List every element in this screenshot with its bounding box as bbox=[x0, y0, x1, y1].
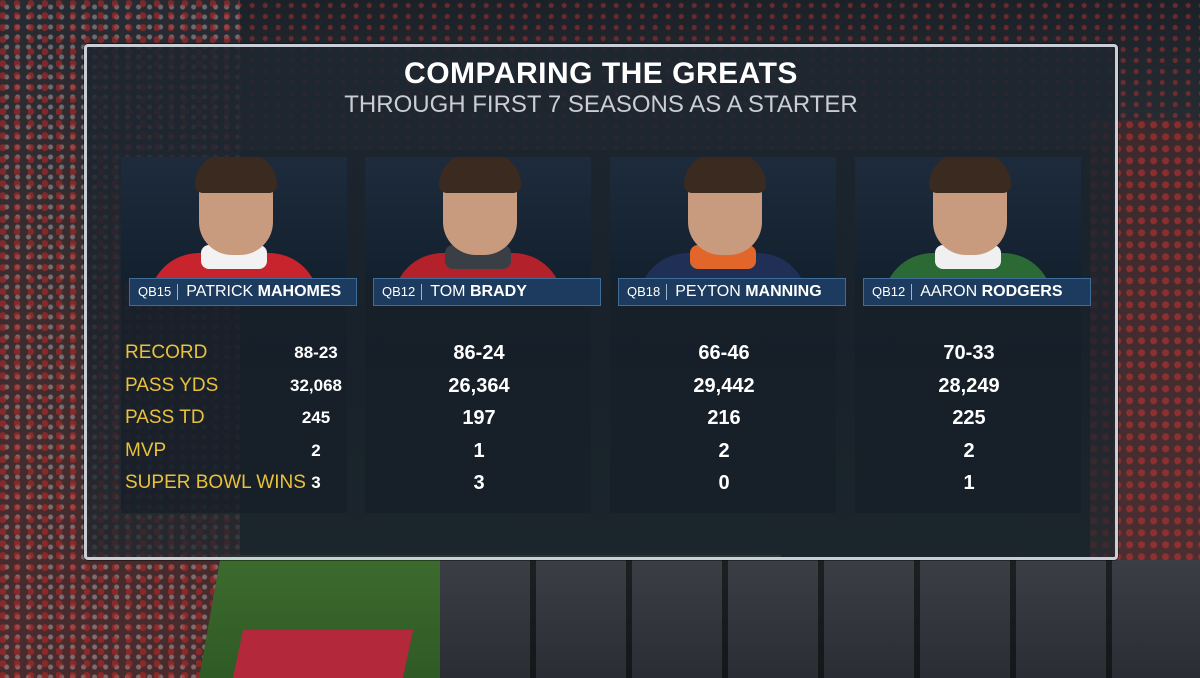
player-name-bar: QB12 AARON RODGERS bbox=[863, 278, 1091, 306]
hair-shape bbox=[195, 157, 277, 193]
stat-value-pass-yds: 29,442 bbox=[693, 374, 755, 397]
hair-shape bbox=[929, 157, 1011, 193]
player-name-bar: QB18 PEYTON MANNING bbox=[618, 278, 846, 306]
field-suites bbox=[440, 560, 1200, 678]
player-name-bar: QB15 PATRICK MAHOMES bbox=[129, 278, 357, 306]
stat-value-mvp: 2 bbox=[963, 439, 975, 462]
player-name: PEYTON MANNING bbox=[667, 283, 821, 301]
stat-value-super-bowl-wins: 1 bbox=[963, 472, 975, 494]
hair-shape bbox=[439, 157, 521, 193]
player-name: PATRICK MAHOMES bbox=[178, 283, 341, 301]
hair-shape bbox=[684, 157, 766, 193]
player-first-name: AARON bbox=[920, 283, 978, 300]
player-first-name: TOM bbox=[430, 283, 466, 300]
player-first-name: PATRICK bbox=[186, 283, 254, 300]
stat-value-pass-yds: 26,364 bbox=[448, 374, 510, 397]
stat-label-pass-td: PASS TD bbox=[125, 407, 205, 428]
player-name: AARON RODGERS bbox=[912, 283, 1062, 301]
stat-value-mvp: 2 bbox=[718, 439, 730, 462]
stat-value-mvp: 2 bbox=[311, 440, 321, 460]
player-headshot bbox=[365, 157, 591, 281]
stat-labels: RECORD PASS YDS PASS TD MVP SUPER BOWL W… bbox=[125, 337, 306, 500]
player-number: QB12 bbox=[374, 284, 423, 300]
player-headshot bbox=[855, 157, 1081, 281]
stat-value-pass-yds: 32,068 bbox=[290, 375, 342, 395]
stat-value-record: 86-24 bbox=[453, 342, 505, 364]
stat-value-pass-td: 197 bbox=[462, 407, 496, 429]
stat-values-manning: 66-46 29,442 216 2 0 bbox=[674, 337, 774, 500]
stat-value-record: 66-46 bbox=[698, 342, 750, 364]
stat-value-super-bowl-wins: 3 bbox=[311, 473, 321, 492]
stat-values-brady: 86-24 26,364 197 1 3 bbox=[429, 337, 529, 500]
stat-value-record: 70-33 bbox=[943, 342, 995, 364]
player-name-bar: QB12 TOM BRADY bbox=[373, 278, 601, 306]
comparison-panel: COMPARING THE GREATS THROUGH FIRST 7 SEA… bbox=[84, 44, 1118, 560]
player-first-name: PEYTON bbox=[675, 283, 741, 300]
player-number: QB15 bbox=[130, 284, 179, 300]
player-headshot bbox=[610, 157, 836, 281]
stat-label-record: RECORD bbox=[125, 342, 208, 363]
stat-label-pass-yds: PASS YDS bbox=[125, 374, 219, 396]
player-card-brady: QB12 TOM BRADY bbox=[365, 157, 601, 513]
stat-value-mvp: 1 bbox=[473, 439, 485, 462]
stat-value-super-bowl-wins: 3 bbox=[473, 472, 485, 494]
stat-value-pass-yds: 28,249 bbox=[938, 374, 1000, 397]
red-signage bbox=[232, 630, 414, 678]
player-card-manning: QB18 PEYTON MANNING bbox=[610, 157, 846, 513]
stat-value-record: 88-23 bbox=[294, 343, 338, 362]
stat-value-pass-td: 225 bbox=[952, 407, 986, 429]
stat-label-mvp: MVP bbox=[125, 439, 167, 461]
player-last-name: MANNING bbox=[745, 283, 822, 300]
stat-values-rodgers: 70-33 28,249 225 2 1 bbox=[919, 337, 1019, 500]
player-headshot bbox=[121, 157, 347, 281]
stat-value-pass-td: 216 bbox=[707, 407, 741, 429]
stat-value-pass-td: 245 bbox=[301, 408, 331, 427]
player-name: TOM BRADY bbox=[422, 283, 527, 301]
player-number: QB12 bbox=[864, 284, 913, 300]
stat-value-super-bowl-wins: 0 bbox=[718, 472, 730, 494]
player-card-mahomes: QB15 PATRICK MAHOMES bbox=[121, 157, 357, 513]
player-card-rodgers: QB12 AARON RODGERS bbox=[855, 157, 1091, 513]
graphic-subtitle: THROUGH FIRST 7 SEASONS AS A STARTER bbox=[344, 91, 858, 118]
graphic-title: COMPARING THE GREATS bbox=[404, 57, 798, 90]
player-last-name: BRADY bbox=[469, 283, 527, 300]
stat-label-super-bowl-wins: SUPER BOWL WINS bbox=[125, 472, 306, 493]
player-last-name: RODGERS bbox=[981, 283, 1063, 300]
player-number: QB18 bbox=[619, 284, 668, 300]
player-last-name: MAHOMES bbox=[257, 283, 342, 300]
stat-values-mahomes: 88-23 32,068 245 2 3 bbox=[266, 337, 366, 500]
